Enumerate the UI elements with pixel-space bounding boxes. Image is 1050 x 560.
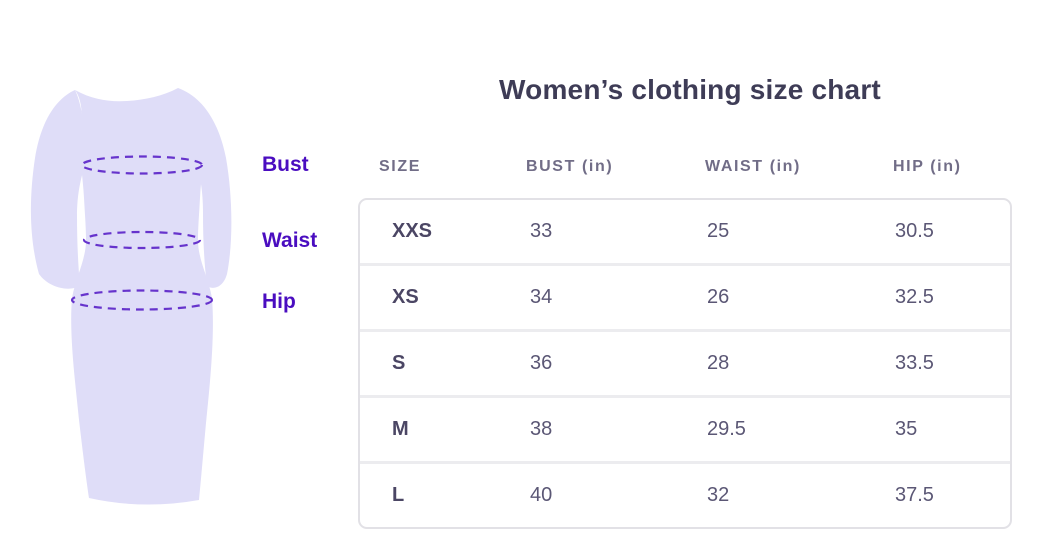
dress-illustration: [30, 88, 232, 505]
table-row: M 38 29.5 35: [360, 395, 1010, 461]
header-waist: WAIST (in): [705, 158, 801, 175]
hip-cell: 30.5: [895, 220, 934, 242]
hip-measure-line: [70, 289, 214, 311]
dress-left-sleeve: [30, 90, 86, 289]
bust-measure-line: [80, 155, 204, 175]
size-cell: M: [392, 418, 409, 440]
header-size: SIZE: [379, 158, 421, 175]
table-row: S 36 28 33.5: [360, 329, 1010, 395]
header-hip: HIP (in): [893, 158, 962, 175]
size-cell: S: [392, 352, 406, 374]
size-table: SIZE BUST (in) WAIST (in) HIP (in) XXS 3…: [358, 158, 1012, 529]
bust-cell: 33: [530, 220, 553, 242]
waist-cell: 25: [707, 220, 730, 242]
bust-cell: 40: [530, 484, 553, 506]
waist-cell: 26: [707, 286, 730, 308]
table-row: XS 34 26 32.5: [360, 263, 1010, 329]
page-title: Women’s clothing size chart: [499, 74, 881, 105]
hip-cell: 35: [895, 418, 918, 440]
table-body: XXS 33 25 30.5 XS 34 26 32.5 S 36 28 33.…: [358, 198, 1012, 529]
bust-cell: 38: [530, 418, 553, 440]
dress-body: [71, 88, 213, 505]
table-row: XXS 33 25 30.5: [360, 200, 1010, 263]
bust-cell: 34: [530, 286, 553, 308]
size-cell: XS: [392, 286, 419, 308]
waist-cell: 29.5: [707, 418, 746, 440]
hip-cell: 37.5: [895, 484, 934, 506]
waist-label: Waist: [262, 229, 318, 252]
waist-cell: 32: [707, 484, 730, 506]
size-cell: L: [392, 484, 405, 506]
table-header-row: SIZE BUST (in) WAIST (in) HIP (in): [358, 158, 1012, 176]
bust-cell: 36: [530, 352, 553, 374]
header-bust: BUST (in): [526, 158, 614, 175]
bust-label: Bust: [262, 153, 309, 176]
hip-cell: 33.5: [895, 352, 934, 374]
table-row: L 40 32 37.5: [360, 461, 1010, 527]
hip-cell: 32.5: [895, 286, 934, 308]
waist-measure-line: [82, 230, 202, 250]
size-cell: XXS: [392, 220, 433, 242]
hip-label: Hip: [262, 290, 296, 313]
waist-cell: 28: [707, 352, 730, 374]
